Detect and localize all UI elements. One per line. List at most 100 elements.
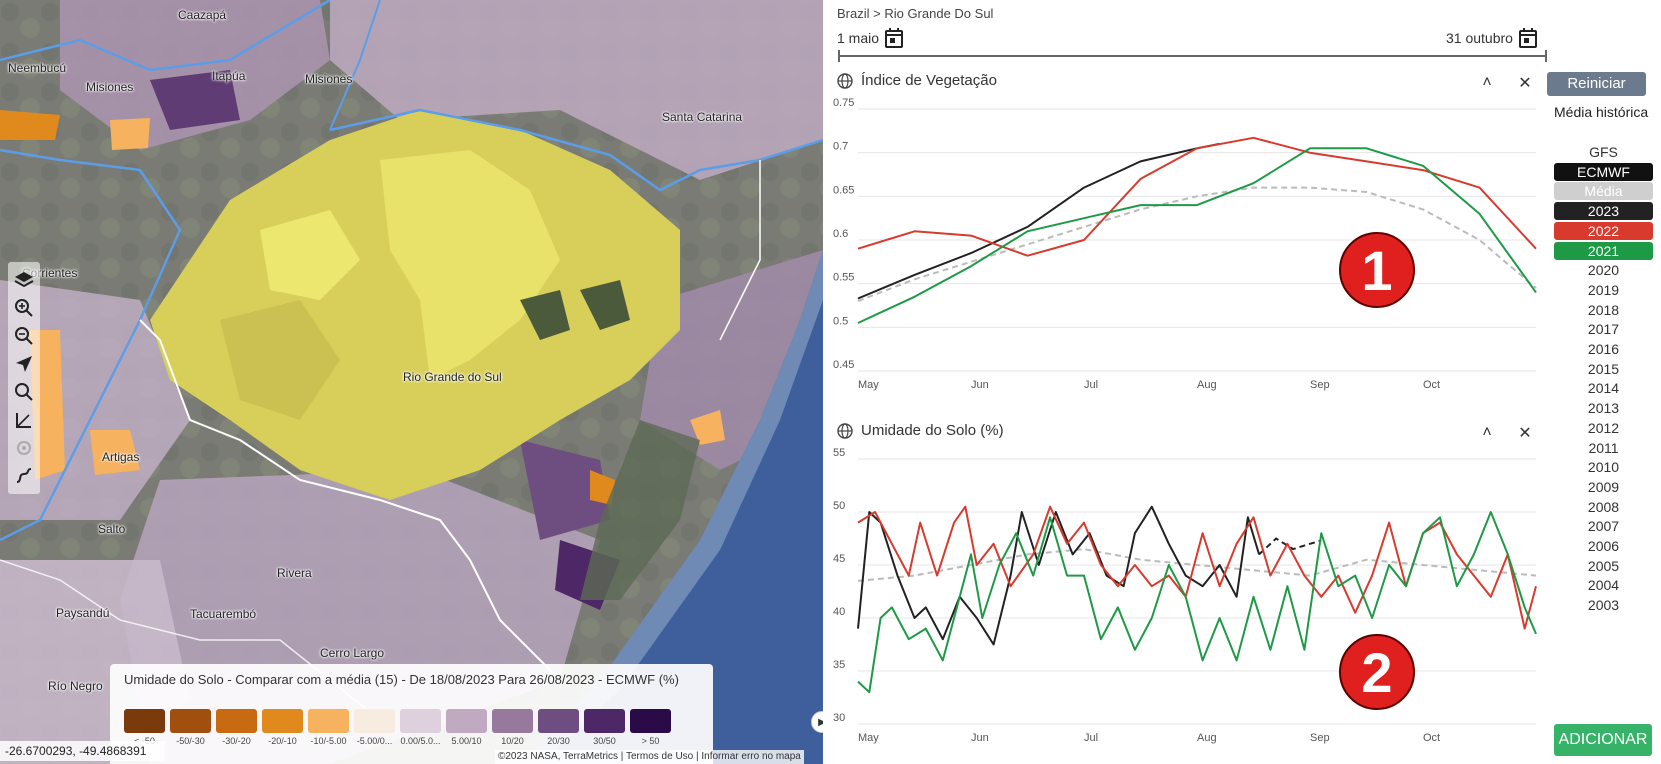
x-tick-label: Aug xyxy=(1197,379,1217,391)
search-icon[interactable] xyxy=(12,380,36,404)
breadcrumb[interactable]: Brazil > Rio Grande Do Sul xyxy=(837,6,994,21)
chart-1-title: Índice de Vegetação xyxy=(861,72,997,89)
chart-2-collapse-button[interactable]: ˄ xyxy=(1477,423,1497,443)
add-button[interactable]: ADICIONAR xyxy=(1554,724,1652,756)
legend-label: -50/-30 xyxy=(176,736,205,746)
zoom-in-icon[interactable] xyxy=(12,296,36,320)
series-line xyxy=(857,142,1220,300)
year-option[interactable]: 2005 xyxy=(1587,557,1620,574)
legend-swatch xyxy=(584,709,625,733)
y-tick-label: 45 xyxy=(833,553,845,565)
map-label: Rio Grande do Sul xyxy=(403,370,502,384)
map-label: Caazapá xyxy=(178,8,227,22)
historical-average-label: Média histórica xyxy=(1554,104,1649,120)
year-option[interactable]: 2018 xyxy=(1587,301,1620,318)
legend-swatch xyxy=(216,709,257,733)
date-end-picker[interactable]: 31 outubro xyxy=(1446,28,1537,48)
chart-1-collapse-button[interactable]: ˄ xyxy=(1477,73,1497,93)
map-view[interactable]: Caazapá Neembucú Misiones Itapúa Misione… xyxy=(0,0,823,764)
year-option[interactable]: 2013 xyxy=(1587,400,1620,417)
y-tick-label: 40 xyxy=(833,606,845,618)
year-option[interactable]: 2017 xyxy=(1587,321,1620,338)
x-tick-label: Aug xyxy=(1197,732,1217,744)
year-option[interactable]: ECMWF xyxy=(1554,162,1653,181)
year-option[interactable]: 2011 xyxy=(1588,439,1619,456)
date-start-picker[interactable]: 1 maio xyxy=(837,28,904,48)
vegetation-index-chart[interactable]: 0.45 0.5 0.55 0.6 0.65 0.7 0.75 May Jun Jul Aug Sep… xyxy=(823,95,1541,400)
x-tick-label: Oct xyxy=(1423,732,1440,744)
year-option[interactable]: 2021 xyxy=(1554,241,1653,260)
year-option[interactable]: 2019 xyxy=(1587,281,1620,298)
map-label: Tacuarembó xyxy=(190,607,257,621)
legend-label: 20/30 xyxy=(547,736,570,746)
chart-1-close-button[interactable]: ✕ xyxy=(1515,73,1535,93)
globe-icon xyxy=(837,72,853,89)
year-option[interactable]: 2012 xyxy=(1587,419,1620,436)
map-label: Rivera xyxy=(277,566,312,580)
y-tick-label: 0.65 xyxy=(833,184,854,196)
legend-item: -10/-5.00 xyxy=(308,709,349,746)
legend-item: 30/50 xyxy=(584,709,625,746)
measure-icon[interactable] xyxy=(12,408,36,432)
draw-path-icon[interactable] xyxy=(12,464,36,488)
location-icon[interactable] xyxy=(12,436,36,460)
legend-item: 10/20 xyxy=(492,709,533,746)
x-tick-label: Sep xyxy=(1310,379,1330,391)
year-option[interactable]: 2015 xyxy=(1587,360,1620,377)
year-option[interactable]: 2009 xyxy=(1587,478,1620,495)
map-label: Santa Catarina xyxy=(662,110,743,124)
map-label: Salto xyxy=(98,522,126,536)
year-option[interactable]: 2016 xyxy=(1587,341,1620,357)
legend-swatch xyxy=(124,709,165,733)
legend-swatch xyxy=(400,709,441,733)
chevron-up-icon: ˄ xyxy=(1482,424,1492,441)
year-option[interactable]: 2008 xyxy=(1587,498,1620,515)
legend-label: 5.00/10 xyxy=(451,736,482,746)
legend-item: 0.00/5.0... xyxy=(400,709,441,746)
series-line xyxy=(857,548,1537,582)
y-tick-label: 0.6 xyxy=(833,228,848,240)
calendar-icon xyxy=(1518,28,1537,48)
slider-start-handle[interactable] xyxy=(838,50,840,62)
slider-end-handle[interactable] xyxy=(1545,50,1547,62)
navigate-icon[interactable] xyxy=(12,352,36,376)
y-tick-label: 35 xyxy=(833,659,845,671)
legend-label: -10/-5.00 xyxy=(310,736,347,746)
date-range-slider[interactable] xyxy=(838,50,1547,62)
legend-item: > 50 xyxy=(630,709,671,746)
legend-title: Umidade do Solo - Comparar com a média (… xyxy=(124,672,679,687)
soil-moisture-chart[interactable]: 30 35 40 45 50 55 May Jun Jul Aug Sep Oct xyxy=(823,445,1541,764)
chart-1-header: Índice de Vegetação xyxy=(837,72,997,89)
legend-label: > 50 xyxy=(641,736,660,746)
legend-swatch xyxy=(262,709,303,733)
calendar-icon xyxy=(885,28,904,48)
year-option[interactable]: Média xyxy=(1554,182,1653,201)
year-option[interactable]: 2004 xyxy=(1587,577,1620,594)
coordinates-readout: -26.6700293, -49.4868391 xyxy=(0,741,165,761)
legend-label: 0.00/5.0... xyxy=(400,736,441,746)
map-label: Cerro Largo xyxy=(320,646,385,660)
year-option[interactable]: 2022 xyxy=(1554,221,1653,240)
map-attribution[interactable]: ©2023 NASA, TerraMetrics | Termos de Uso… xyxy=(495,750,804,764)
legend-swatches: < -50-50/-30-30/-20-20/-10-10/-5.00-5.00… xyxy=(124,709,671,746)
year-option[interactable]: GFS xyxy=(1589,144,1618,160)
legend-swatch xyxy=(308,709,349,733)
year-option[interactable]: 2006 xyxy=(1587,538,1620,554)
legend-label: 30/50 xyxy=(593,736,616,746)
year-option[interactable]: 2020 xyxy=(1587,262,1620,279)
close-icon: ✕ xyxy=(1518,75,1532,92)
year-option[interactable]: 2007 xyxy=(1587,518,1620,535)
year-option[interactable]: 2014 xyxy=(1587,380,1620,397)
x-tick-label: Jun xyxy=(971,732,989,744)
y-tick-label: 0.5 xyxy=(833,315,848,327)
zoom-out-icon[interactable] xyxy=(12,324,36,348)
legend-item: -20/-10 xyxy=(262,709,303,746)
map-canvas[interactable] xyxy=(0,0,823,764)
year-option[interactable]: 2010 xyxy=(1587,459,1620,476)
reset-button[interactable]: Reiniciar xyxy=(1547,72,1646,96)
chart-2-close-button[interactable]: ✕ xyxy=(1515,423,1535,443)
year-option[interactable]: 2003 xyxy=(1587,597,1620,614)
y-tick-label: 50 xyxy=(833,500,845,512)
year-option[interactable]: 2023 xyxy=(1554,202,1653,221)
layers-icon[interactable] xyxy=(12,268,36,292)
